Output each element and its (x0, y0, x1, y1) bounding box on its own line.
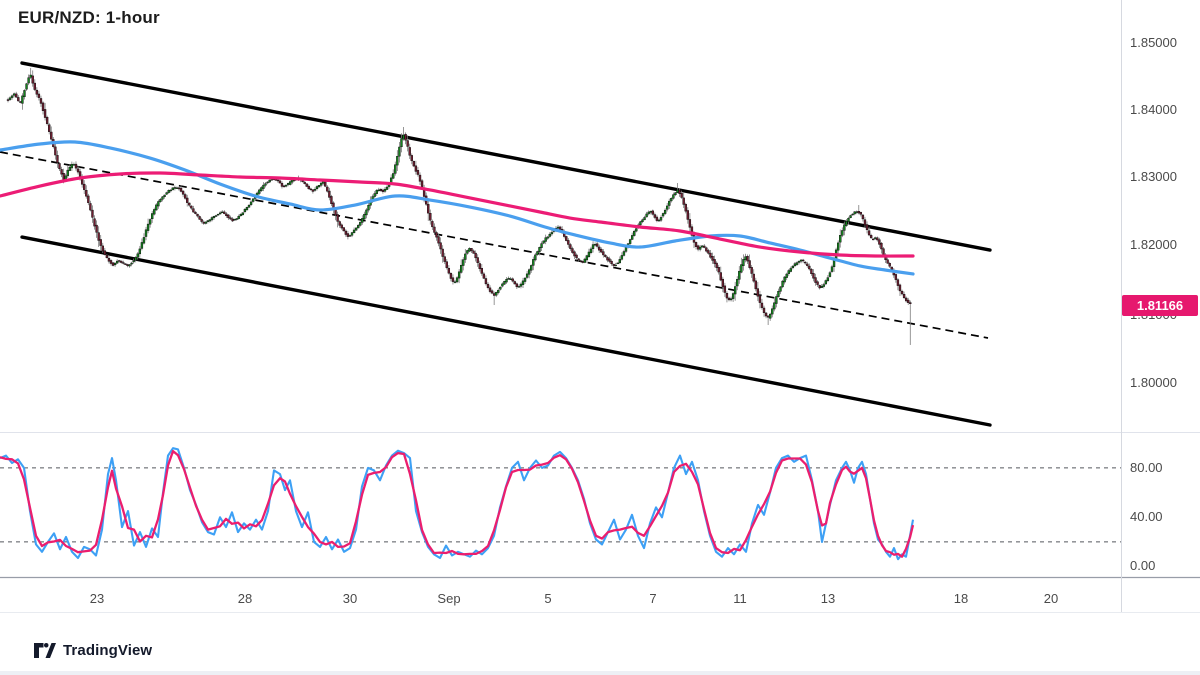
stoch-k-line (0, 447, 915, 561)
bottom-strip (0, 671, 1200, 675)
time-axis-label-28: 28 (237, 591, 253, 606)
price-axis-label-1.82000: 1.82000 (1130, 237, 1177, 252)
time-axis-label-23: 23 (89, 591, 105, 606)
trend-channel-upper (20, 61, 992, 252)
stoch-d-line (0, 449, 915, 558)
time-axis-label-5: 5 (544, 591, 552, 606)
ma-blue-line (0, 140, 915, 276)
time-axis-label-7: 7 (649, 591, 657, 606)
time-axis-label-11: 11 (733, 591, 747, 606)
stoch-axis-label-80.00: 80.00 (1130, 460, 1163, 475)
tradingview-logo-link[interactable]: TradingView (34, 642, 152, 659)
time-axis-label-Sep: Sep (437, 591, 461, 606)
tradingview-brand-text: TradingView (63, 642, 153, 659)
stochastic-pane[interactable] (0, 447, 1121, 561)
time-axis-label-30: 30 (342, 591, 358, 606)
time-axis-label-13: 13 (820, 591, 836, 606)
time-axis-label-20: 20 (1043, 591, 1059, 606)
price-axis-label-1.85000: 1.85000 (1130, 35, 1177, 50)
price-axis-label-1.84000: 1.84000 (1130, 102, 1177, 117)
price-axis-label-1.83000: 1.83000 (1130, 169, 1177, 184)
trend-channel-lower (20, 235, 992, 427)
candlesticks (6, 68, 912, 345)
trend-channel-midline (0, 151, 989, 339)
tradingview-icon (34, 643, 56, 658)
price-axis-label-1.80000: 1.80000 (1130, 375, 1177, 390)
stoch-axis-label-0.00: 0.00 (1130, 558, 1156, 573)
page-title: EUR/NZD: 1-hour (18, 8, 160, 27)
time-axis-label-18: 18 (953, 591, 969, 606)
current-price-badge: 1.81166 (1122, 294, 1198, 316)
ma-pink-line (0, 171, 915, 258)
main-chart-pane[interactable] (0, 61, 992, 427)
stoch-axis-label-40.00: 40.00 (1130, 509, 1163, 524)
